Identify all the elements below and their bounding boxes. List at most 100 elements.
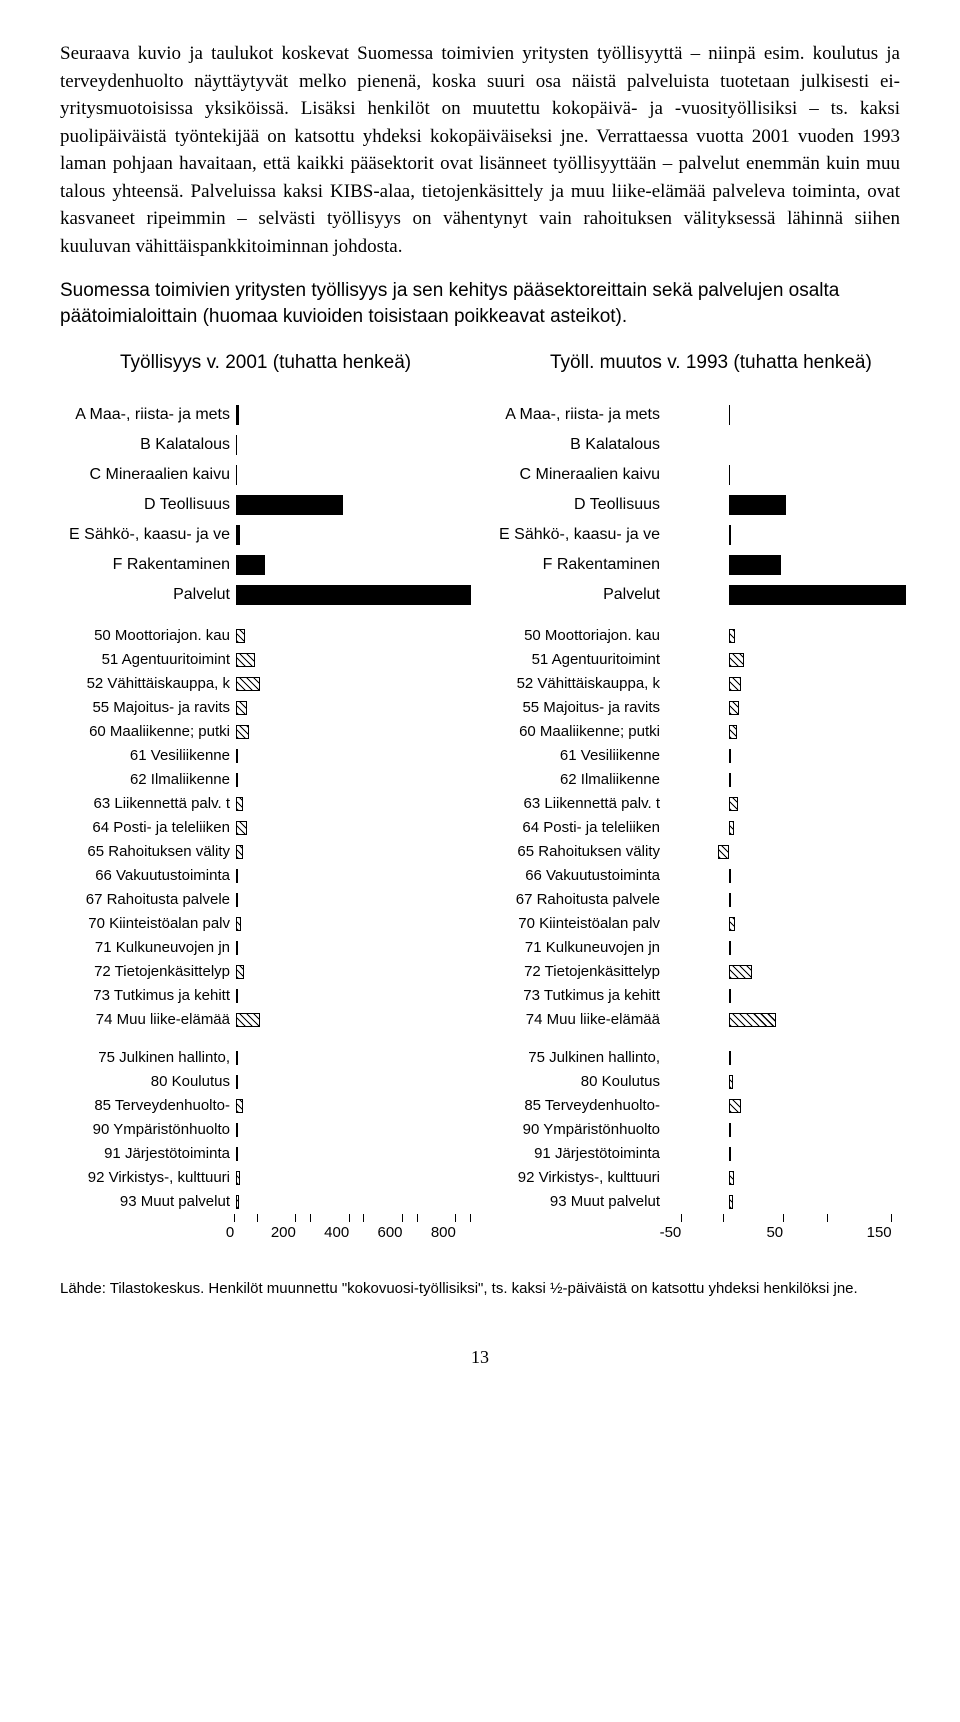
left-chart: Työllisyys v. 2001 (tuhatta henkeä) A Ma… — [60, 352, 470, 1248]
bar — [236, 677, 260, 691]
bar — [729, 917, 735, 931]
bar — [729, 893, 731, 907]
row-label: A Maa-, riista- ja mets — [490, 406, 666, 424]
chart-row: 91 Järjestötoiminta — [60, 1142, 470, 1166]
row-label: 67 Rahoitusta palvele — [490, 891, 666, 908]
bar — [236, 917, 241, 931]
row-label: 66 Vakuutustoiminta — [60, 867, 236, 884]
chart-row: 70 Kiinteistöalan palv — [490, 912, 900, 936]
body-paragraph: Seuraava kuvio ja taulukot koskevat Suom… — [60, 40, 900, 260]
row-label: 72 Tietojenkäsittelyp — [60, 963, 236, 980]
bar-zone — [666, 768, 900, 792]
chart-row: B Kalatalous — [490, 430, 900, 460]
bar-zone — [236, 720, 470, 744]
bar-zone — [236, 768, 470, 792]
chart-row: 61 Vesiliikenne — [60, 744, 470, 768]
bar — [729, 585, 906, 605]
bar-zone — [666, 550, 900, 580]
chart-row: C Mineraalien kaivu — [490, 460, 900, 490]
chart-row: 50 Moottoriajon. kau — [490, 624, 900, 648]
bar-zone — [666, 1190, 900, 1214]
bar-zone — [666, 864, 900, 888]
bar — [236, 965, 244, 979]
bar-zone — [666, 1008, 900, 1032]
bar — [729, 749, 731, 763]
row-label: 52 Vähittäiskauppa, k — [490, 675, 666, 692]
chart-row: 51 Agentuuritoimint — [60, 648, 470, 672]
figure-caption: Suomessa toimivien yritysten työllisyys … — [60, 278, 900, 329]
bar-zone — [236, 936, 470, 960]
bar-zone — [236, 840, 470, 864]
chart-row: 55 Majoitus- ja ravits — [60, 696, 470, 720]
bar — [729, 525, 731, 545]
left-chart-rows: A Maa-, riista- ja metsB KalatalousC Min… — [60, 400, 470, 1214]
bar-zone — [236, 520, 470, 550]
row-label: Palvelut — [490, 586, 666, 604]
bar-zone — [666, 580, 900, 610]
row-label: C Mineraalien kaivu — [60, 466, 236, 484]
row-label: E Sähkö-, kaasu- ja ve — [60, 526, 236, 544]
row-label: 74 Muu liike-elämää — [490, 1011, 666, 1028]
row-label: 61 Vesiliikenne — [490, 747, 666, 764]
bar — [236, 773, 238, 787]
right-chart-title: Työll. muutos v. 1993 (tuhatta henkeä) — [550, 352, 900, 374]
row-label: C Mineraalien kaivu — [490, 466, 666, 484]
row-label: 75 Julkinen hallinto, — [60, 1049, 236, 1066]
row-label: F Rakentaminen — [490, 556, 666, 574]
row-label: 70 Kiinteistöalan palv — [60, 915, 236, 932]
chart-row: 50 Moottoriajon. kau — [60, 624, 470, 648]
chart-row: 63 Liikennettä palv. t — [490, 792, 900, 816]
chart-row: 55 Majoitus- ja ravits — [490, 696, 900, 720]
axis-minor-tick — [723, 1214, 724, 1224]
axis-tick: 150 — [879, 1214, 904, 1241]
bar-zone — [666, 520, 900, 550]
bar — [729, 495, 786, 515]
bar-zone — [236, 460, 470, 490]
bar — [236, 1171, 240, 1185]
chart-row: 93 Muut palvelut — [490, 1190, 900, 1214]
bar — [236, 941, 238, 955]
chart-row: E Sähkö-, kaasu- ja ve — [490, 520, 900, 550]
chart-row: 64 Posti- ja teleliiken — [60, 816, 470, 840]
right-axis: -5050150 — [660, 1214, 900, 1248]
chart-row: 62 Ilmaliikenne — [60, 768, 470, 792]
row-label: 91 Järjestötoiminta — [490, 1145, 666, 1162]
axis-tick: 600 — [390, 1214, 415, 1241]
chart-row: 75 Julkinen hallinto, — [490, 1046, 900, 1070]
bar-zone — [236, 672, 470, 696]
bar — [236, 1123, 238, 1137]
bar — [236, 465, 237, 485]
bar-zone — [666, 936, 900, 960]
bar — [236, 845, 243, 859]
bar-zone — [666, 624, 900, 648]
chart-row: Palvelut — [490, 580, 900, 610]
bar-zone — [666, 792, 900, 816]
bar — [236, 555, 265, 575]
row-label: 80 Koulutus — [60, 1073, 236, 1090]
bar-zone — [666, 1118, 900, 1142]
bar — [729, 1171, 734, 1185]
row-label: 92 Virkistys-, kulttuuri — [490, 1169, 666, 1186]
chart-row: 60 Maaliikenne; putki — [60, 720, 470, 744]
row-label: 93 Muut palvelut — [490, 1193, 666, 1210]
bar — [729, 941, 731, 955]
bar-zone — [236, 960, 470, 984]
axis-minor-tick — [470, 1214, 471, 1224]
bar — [236, 989, 238, 1003]
bar — [236, 653, 255, 667]
row-label: 61 Vesiliikenne — [60, 747, 236, 764]
row-label: 80 Koulutus — [490, 1073, 666, 1090]
chart-row: 73 Tutkimus ja kehitt — [490, 984, 900, 1008]
row-label: 74 Muu liike-elämää — [60, 1011, 236, 1028]
bar-zone — [666, 840, 900, 864]
row-label: 85 Terveydenhuolto- — [60, 1097, 236, 1114]
row-label: D Teollisuus — [60, 496, 236, 514]
chart-row: 73 Tutkimus ja kehitt — [60, 984, 470, 1008]
row-label: 63 Liikennettä palv. t — [60, 795, 236, 812]
bar-zone — [666, 960, 900, 984]
row-label: 60 Maaliikenne; putki — [60, 723, 236, 740]
row-label: 62 Ilmaliikenne — [60, 771, 236, 788]
bar-zone — [236, 550, 470, 580]
bar-zone — [666, 744, 900, 768]
bar — [236, 749, 238, 763]
